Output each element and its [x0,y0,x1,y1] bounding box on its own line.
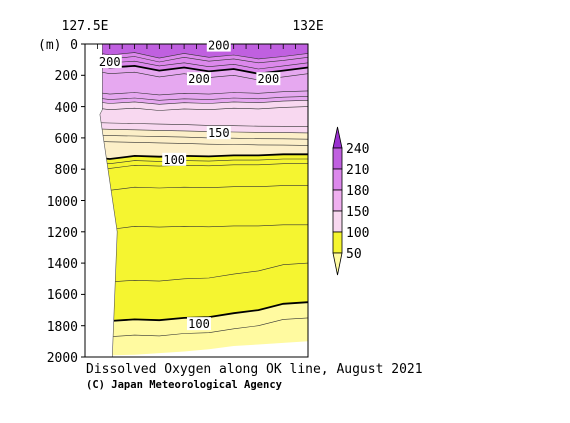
contour-label-3: 200 [256,72,281,86]
thin-contours [85,50,308,342]
colorbar-label-100: 100 [346,226,369,241]
thin-contour-17 [85,128,308,134]
band-210-240 [85,44,308,59]
y-tick-label-1000: 1000 [47,195,78,210]
thin-contour-15 [85,50,308,60]
y-tick-label-2000: 2000 [47,351,78,366]
contour-label-text: 200 [208,39,230,53]
colorbar-label-210: 210 [346,163,369,178]
thin-contour-16 [85,100,308,105]
colorbar-label-50: 50 [346,247,362,262]
agency-credit: (C) Japan Meteorological Agency [86,379,283,391]
thin-contour-6 [85,122,308,127]
contour-label-text: 200 [258,72,280,86]
x-axis-minor-ticks [84,44,309,49]
thin-contour-0 [85,53,308,64]
contour-labels: 200 200 200 200 150 100 100 [97,38,281,331]
colorbar-label-150: 150 [346,205,369,220]
contour-label-bg [256,72,281,86]
colorbar [332,126,343,276]
y-tick-label-600: 600 [55,132,78,147]
contour-label-6: 100 [186,317,211,331]
y-tick-label-1600: 1600 [47,288,78,303]
thin-contour-8 [85,140,308,146]
y-axis-ticks [81,43,85,358]
y-tick-label-0: 0 [70,38,78,53]
contour-label-bg [206,38,231,52]
contour-label-text: 200 [188,72,210,86]
seafloor-mask [85,44,118,357]
y-tick-label-1400: 1400 [47,257,78,272]
x-tick-label-west: 127.5E [62,19,109,34]
thin-contour-3 [85,90,308,96]
contour-label-bg [186,72,211,86]
colorbar-top-arrow [332,126,343,149]
x-tick-label-east: 132E [292,19,323,34]
contour-label-5: 100 [162,152,187,167]
contour-label-2: 200 [186,72,211,86]
missing-data-wedge [85,44,118,357]
contour-label-bg [97,54,122,68]
thin-contour-12 [85,224,308,230]
thin-contour-11 [85,185,308,191]
colorbar-bottom-arrow [332,252,343,276]
thin-contour-5 [85,106,308,111]
contour-label-4: 150 [206,126,231,140]
thin-contour-10 [85,163,308,169]
y-tick-label-1800: 1800 [47,320,78,335]
thin-contour-13 [85,262,308,287]
plot-area [85,44,308,357]
thin-contour-4 [85,96,308,101]
contour-label-text: 150 [208,126,230,140]
band-150-180 [85,100,308,133]
colorbar-segment-1 [332,168,343,191]
colorbar-label-180: 180 [346,184,369,199]
chart-title: Dissolved Oxygen along OK line, August 2… [86,362,423,377]
y-tick-label-400: 400 [55,101,78,116]
contour-label-text: 200 [99,55,121,69]
colorbar-segment-3 [332,210,343,233]
y-tick-label-800: 800 [55,163,78,178]
contour-label-bg [186,317,211,331]
contour-label-bg [206,126,231,140]
thick-contour-c100-upper [85,153,308,160]
colorbar-segment-0 [332,147,343,170]
contour-label-0: 200 [206,38,231,53]
colorbar-segment-4 [332,231,343,254]
y-unit-label: (m) [38,38,61,53]
thick-contour-c200 [85,61,308,75]
band-deep-yellow [85,154,308,326]
contour-label-bg [162,152,187,166]
colorbar-segment-2 [332,189,343,212]
thin-contour-7 [85,134,308,140]
contour-label-text: 100 [188,317,210,331]
contour-label-text: 100 [163,153,185,167]
y-tick-label-1200: 1200 [47,226,78,241]
y-tick-label-200: 200 [55,69,78,84]
color-bands [85,44,308,357]
contour-label-1: 200 [97,54,122,69]
colorbar-label-240: 240 [346,142,369,157]
thin-contour-14 [85,317,308,342]
thin-contour-9 [85,158,308,165]
thin-contour-1 [85,57,308,70]
